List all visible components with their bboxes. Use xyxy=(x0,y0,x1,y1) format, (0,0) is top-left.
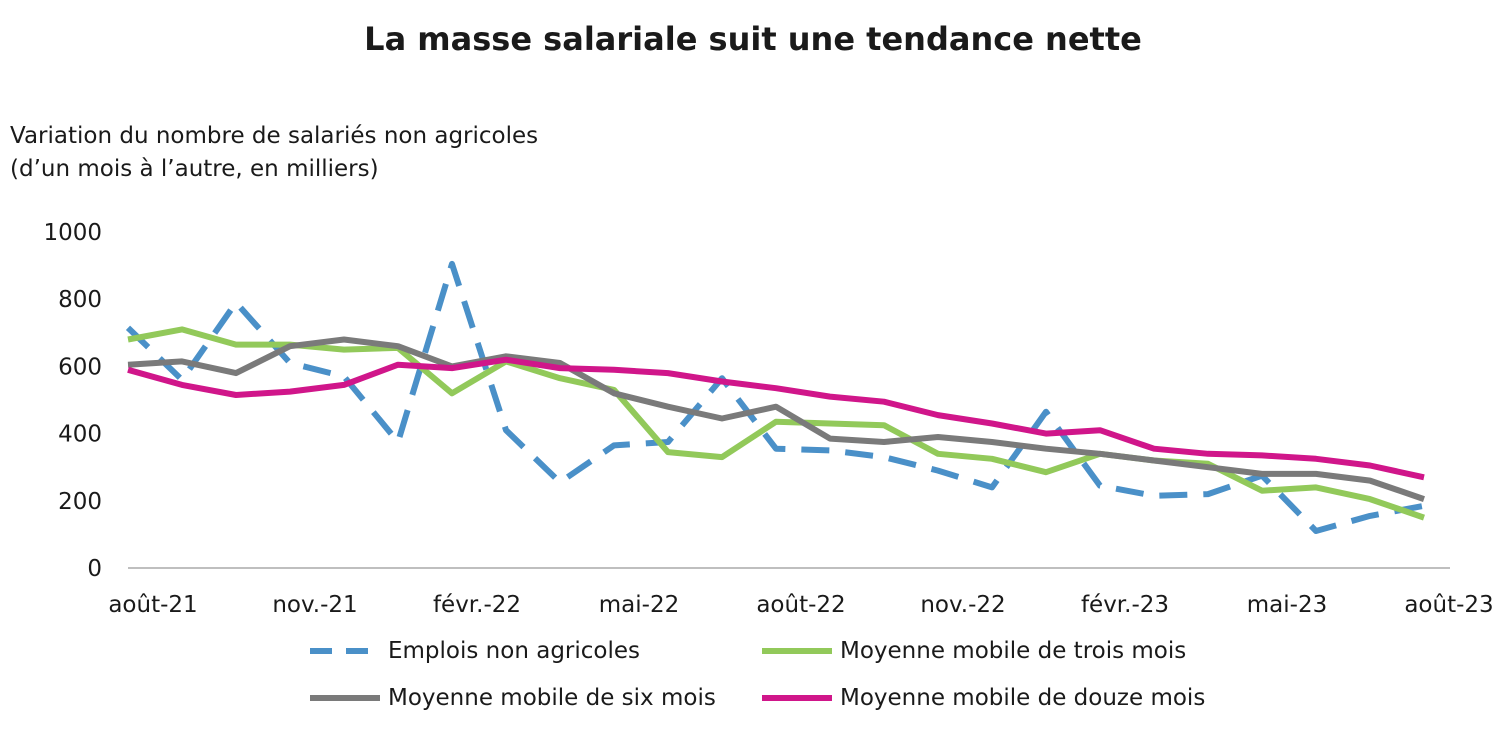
series-line-1 xyxy=(127,326,1425,521)
legend-label: Moyenne mobile de trois mois xyxy=(840,638,1187,664)
legend-item-emplois: Emplois non agricoles xyxy=(310,638,640,664)
legend-swatch-gray xyxy=(310,695,380,701)
legend-swatch-magenta xyxy=(762,695,832,701)
y-axis-label: Variation du nombre de salariés non agri… xyxy=(10,120,538,186)
legend-label: Moyenne mobile de douze mois xyxy=(840,685,1206,711)
y-tick-label: 200 xyxy=(58,489,102,515)
legend-item-trois-mois: Moyenne mobile de trois mois xyxy=(762,638,1186,664)
y-tick-label: 400 xyxy=(58,422,102,448)
chart-title: La masse salariale suit une tendance net… xyxy=(364,20,1142,58)
x-tick-label: août-21 xyxy=(108,592,197,618)
x-tick-label: nov.-21 xyxy=(272,592,357,618)
y-axis-label-line-1: Variation du nombre de salariés non agri… xyxy=(10,123,539,149)
y-tick-label: 1000 xyxy=(43,220,102,246)
y-tick-label: 600 xyxy=(58,354,102,380)
legend-item-six-mois: Moyenne mobile de six mois xyxy=(310,685,716,711)
series-line-2 xyxy=(127,336,1425,502)
y-tick-label: 0 xyxy=(87,556,102,582)
y-axis-label-line-2: (d’un mois à l’autre, en milliers) xyxy=(10,156,379,182)
x-axis-ticks: août-21 nov.-21 févr.-22 mai-22 août-22 nov.-… xyxy=(108,592,1493,618)
x-tick-label: févr.-23 xyxy=(1081,592,1169,618)
y-tick-label: 800 xyxy=(58,287,102,313)
series-line-3 xyxy=(127,356,1425,481)
x-tick-label: août-22 xyxy=(756,592,845,618)
legend-item-douze-mois: Moyenne mobile de douze mois xyxy=(762,685,1205,711)
x-tick-label: mai-23 xyxy=(1247,592,1327,618)
legend-swatch-dashed-blue xyxy=(310,648,380,654)
x-tick-label: août-23 xyxy=(1404,592,1493,618)
legend-label: Emplois non agricoles xyxy=(388,638,641,664)
y-axis-ticks: 0 200 400 600 800 1000 xyxy=(43,220,102,582)
series-lines xyxy=(125,260,1425,534)
x-tick-label: févr.-22 xyxy=(433,592,521,618)
legend: Emplois non agricoles Moyenne mobile de … xyxy=(310,638,1310,728)
legend-swatch-green xyxy=(762,648,832,654)
legend-label: Moyenne mobile de six mois xyxy=(388,685,716,711)
x-tick-label: mai-22 xyxy=(599,592,679,618)
series-line-0 xyxy=(125,260,1425,534)
x-tick-label: nov.-22 xyxy=(920,592,1005,618)
